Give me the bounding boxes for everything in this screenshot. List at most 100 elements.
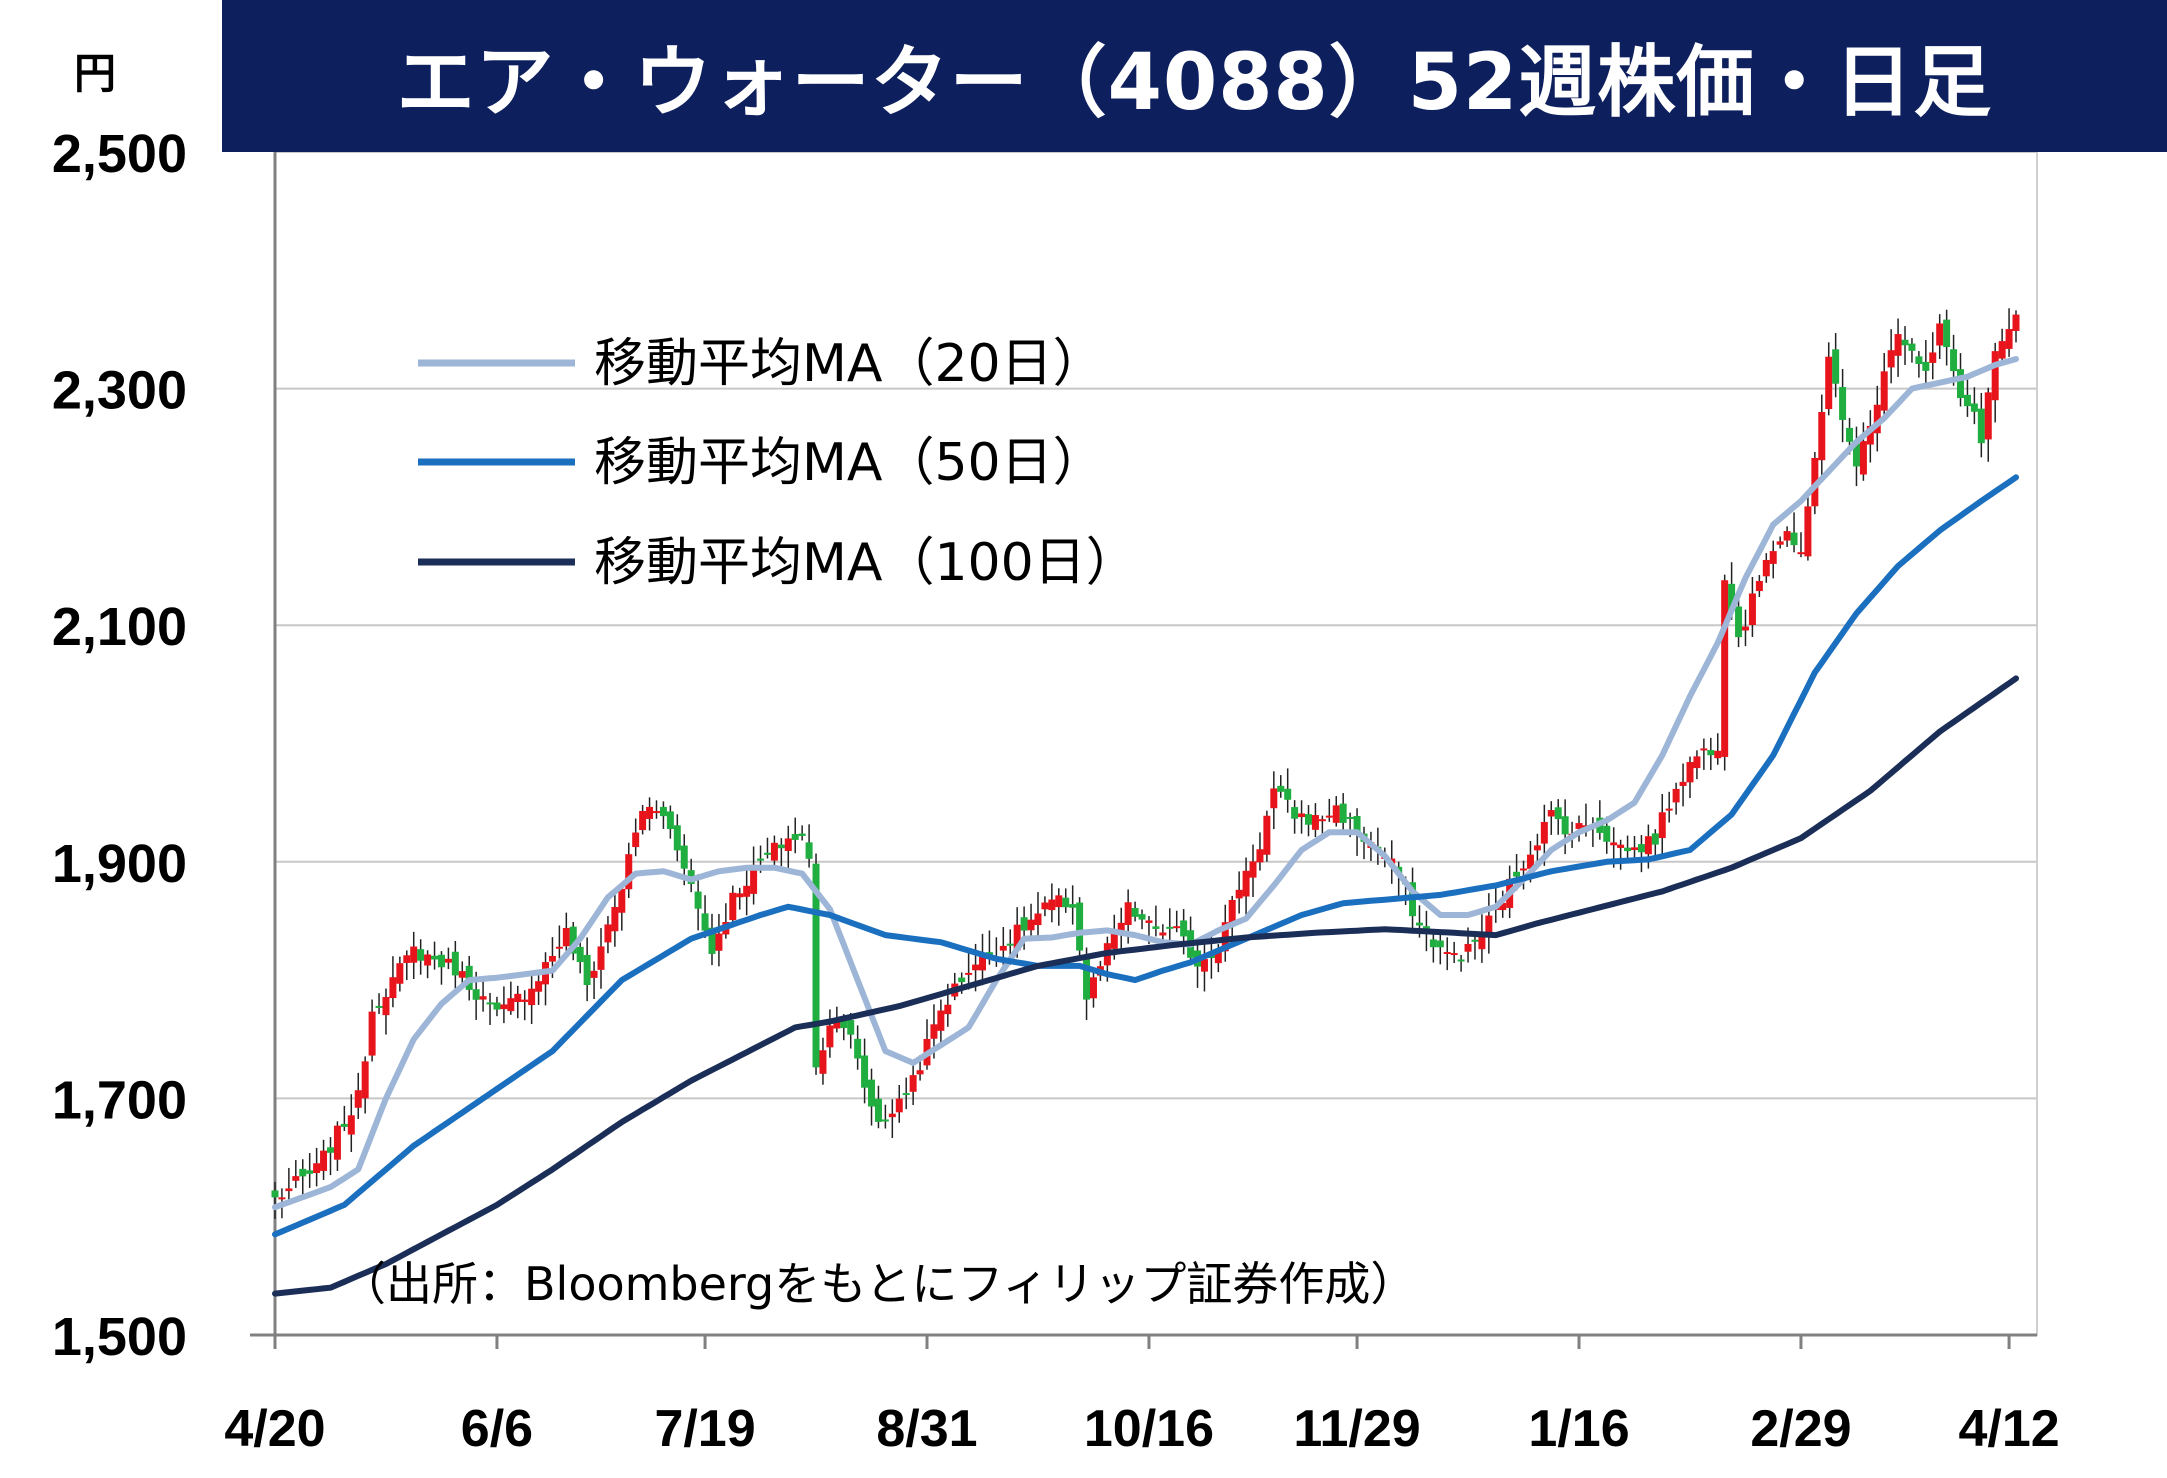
candle-up xyxy=(1797,552,1805,555)
candle-down xyxy=(1346,816,1354,819)
candle-up xyxy=(944,1004,952,1015)
y-tick-label: 2,100 xyxy=(52,597,187,657)
y-tick-label: 1,700 xyxy=(52,1070,187,1130)
candle-down xyxy=(1950,349,1958,372)
candle-down xyxy=(861,1055,869,1088)
candle-up xyxy=(368,1011,376,1056)
x-tick-label: 11/29 xyxy=(1293,1400,1420,1458)
x-tick-label: 4/20 xyxy=(224,1400,325,1458)
candle-up xyxy=(1228,899,1236,926)
source-note: （出所：Bloombergをもとにフィリップ証券作成） xyxy=(340,1257,1416,1311)
candle-down xyxy=(798,833,806,836)
candle-up xyxy=(528,988,536,1006)
candle-down xyxy=(431,955,439,960)
y-unit-label: 円 xyxy=(74,49,116,98)
candle-down xyxy=(854,1038,862,1059)
candle-up xyxy=(1859,441,1867,475)
candle-down xyxy=(1637,844,1645,853)
candle-down xyxy=(673,825,681,851)
candle-down xyxy=(868,1079,876,1107)
candle-up xyxy=(743,885,751,897)
candle-up xyxy=(1679,781,1687,786)
candle-down xyxy=(569,926,577,954)
candle-down xyxy=(1651,833,1659,845)
candle-down xyxy=(958,977,966,983)
candle-up xyxy=(1235,889,1243,899)
candle-up xyxy=(1249,861,1257,878)
candle-down xyxy=(701,913,709,931)
candle-down xyxy=(1131,907,1139,917)
candle-up xyxy=(500,1004,508,1010)
candle-up xyxy=(1755,580,1763,592)
candle-down xyxy=(1006,943,1014,946)
candle-up xyxy=(1540,821,1548,844)
candle-up xyxy=(444,958,452,963)
candle-up xyxy=(1464,943,1472,952)
candle-down xyxy=(1901,339,1909,346)
candle-up xyxy=(361,1061,369,1099)
candle-up xyxy=(632,832,640,848)
chart-title: エア・ウォーター（4088）52週株価・日足 xyxy=(396,38,1993,128)
candle-up xyxy=(555,946,563,949)
candle-down xyxy=(1790,532,1798,546)
candle-down xyxy=(1415,922,1423,926)
candle-up xyxy=(909,1075,917,1092)
candle-down xyxy=(1728,583,1736,611)
candle-down xyxy=(271,1190,279,1198)
y-tick-label: 1,900 xyxy=(52,834,187,894)
candle-down xyxy=(1561,816,1569,835)
candle-up xyxy=(625,854,633,890)
candle-down xyxy=(1138,914,1146,920)
candle-up xyxy=(715,933,723,951)
candle-up xyxy=(1145,920,1153,923)
candle-up xyxy=(999,945,1007,951)
candle-down xyxy=(1977,408,1985,444)
candle-up xyxy=(1263,815,1271,855)
candle-up xyxy=(1200,959,1208,972)
candle-up xyxy=(278,1197,286,1200)
candle-down xyxy=(417,949,425,961)
candle-down xyxy=(1970,403,1978,412)
candle-up xyxy=(1526,854,1534,869)
candle-down xyxy=(1963,394,1971,407)
candle-up xyxy=(1117,922,1125,933)
candle-up xyxy=(1631,847,1639,851)
candle-up xyxy=(1478,931,1486,950)
candle-up xyxy=(729,892,737,921)
legend: 移動平均MA（20日） 移動平均MA（50日） 移動平均MA（100日） xyxy=(418,334,1138,593)
candle-up xyxy=(930,1024,938,1039)
candle-up xyxy=(313,1163,321,1174)
legend-label: 移動平均MA（50日） xyxy=(594,433,1105,493)
candle-up xyxy=(1984,392,1992,440)
candle-up xyxy=(1547,810,1555,817)
candle-down xyxy=(1957,369,1965,399)
candle-up xyxy=(784,838,792,851)
candle-up xyxy=(618,888,626,913)
candle-down xyxy=(1707,750,1715,756)
candle-up xyxy=(590,970,598,978)
candle-down xyxy=(299,1168,307,1177)
candle-up xyxy=(1818,412,1826,461)
candle-down xyxy=(1603,825,1611,842)
candle-down xyxy=(1513,871,1521,877)
candle-down xyxy=(840,1017,848,1029)
x-tick-label: 4/12 xyxy=(1958,1400,2059,1458)
candle-down xyxy=(812,863,820,1068)
x-tick-label: 7/19 xyxy=(654,1400,755,1458)
candle-up xyxy=(1318,819,1326,822)
y-tick-label: 2,300 xyxy=(52,361,187,421)
candle-down xyxy=(451,951,459,976)
candle-up xyxy=(1998,341,2006,359)
candle-up xyxy=(1575,823,1583,829)
candle-down xyxy=(763,852,771,855)
candle-up xyxy=(1776,541,1784,545)
candle-up xyxy=(597,946,605,970)
candle-down xyxy=(659,806,667,817)
candle-down xyxy=(1922,361,1930,371)
candle-up xyxy=(1748,593,1756,626)
candle-up xyxy=(1700,748,1708,751)
candle-down xyxy=(1277,785,1285,792)
candle-up xyxy=(1866,425,1874,445)
candle-up xyxy=(1804,506,1812,557)
